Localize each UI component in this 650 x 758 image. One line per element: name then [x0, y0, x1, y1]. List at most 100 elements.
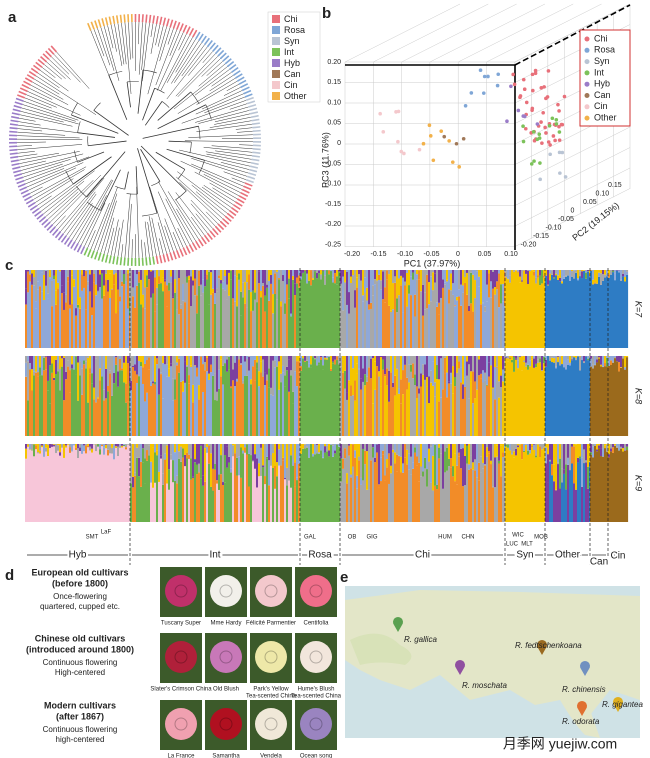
structure-bar	[240, 291, 243, 316]
group-title: Chinese old cultivars	[35, 633, 126, 643]
structure-bar	[402, 394, 405, 436]
group-trait: Continuous flowering	[43, 725, 118, 734]
tip-label	[13, 104, 22, 109]
tip-label	[12, 108, 21, 113]
structure-bar	[480, 304, 483, 348]
structure-bar	[527, 454, 530, 522]
structure-bar	[306, 446, 309, 448]
tip-label	[141, 14, 144, 23]
structure-bar	[575, 356, 578, 358]
structure-bar	[492, 487, 495, 522]
pca-point	[553, 138, 557, 143]
structure-bar	[113, 445, 116, 460]
structure-bar	[138, 376, 141, 436]
structure-bar	[117, 270, 120, 290]
structure-bar	[356, 277, 359, 288]
structure-bar	[156, 304, 159, 348]
structure-bar	[500, 444, 503, 446]
structure-bar	[484, 270, 487, 307]
pca-point	[522, 114, 527, 119]
legend-swatch	[272, 15, 280, 23]
structure-bar	[258, 371, 261, 387]
structure-bar	[559, 458, 562, 489]
structure-bar	[555, 368, 558, 436]
structure-bar	[278, 361, 281, 390]
structure-bar	[113, 383, 116, 436]
structure-bar	[298, 444, 301, 449]
structure-bar	[320, 455, 323, 522]
structure-bar	[238, 365, 241, 436]
structure-bar	[392, 452, 395, 522]
structure-bar	[346, 356, 349, 393]
structure-bar	[198, 285, 201, 348]
tree-branch	[18, 117, 36, 122]
structure-bar	[67, 281, 70, 348]
legend-swatch	[272, 37, 280, 45]
tree-branch	[147, 221, 154, 257]
structure-bar	[184, 302, 187, 348]
structure-bar	[204, 276, 207, 287]
structure-bar	[338, 444, 341, 447]
structure-bar	[228, 272, 231, 296]
structure-bar	[428, 448, 431, 462]
structure-bar	[69, 304, 72, 309]
structure-bar	[370, 358, 373, 379]
structure-bar	[374, 278, 377, 285]
tip-label	[52, 228, 59, 236]
structure-bar	[585, 356, 588, 436]
structure-bar	[63, 457, 66, 522]
structure-bar	[230, 444, 233, 469]
structure-bar	[103, 285, 106, 296]
structure-bar	[39, 367, 42, 376]
structure-bar	[549, 444, 552, 460]
structure-bar	[101, 444, 104, 447]
tree-branch	[196, 123, 252, 132]
structure-bar	[488, 273, 491, 298]
structure-bar	[519, 276, 522, 283]
structure-bar	[192, 444, 195, 477]
tip-label	[145, 14, 148, 23]
structure-bar	[418, 270, 421, 280]
structure-bar	[138, 282, 141, 348]
pca-point	[554, 117, 559, 122]
tip-label	[15, 97, 24, 102]
structure-bar	[154, 311, 157, 348]
structure-bar	[302, 356, 305, 358]
tip-label	[119, 257, 123, 266]
structure-bar	[282, 270, 285, 276]
structure-bar	[174, 279, 177, 293]
tip-label	[148, 14, 152, 23]
tree-arc	[93, 102, 101, 111]
structure-bar	[616, 361, 619, 436]
structure-bar	[148, 356, 151, 358]
structure-bar	[468, 464, 471, 470]
tree-branch	[44, 64, 63, 80]
structure-bar	[61, 447, 64, 522]
structure-bar	[174, 379, 177, 400]
group-trait: High-centered	[55, 668, 105, 677]
structure-bar	[53, 275, 56, 279]
structure-bar	[47, 390, 50, 436]
structure-bar	[152, 444, 155, 448]
structure-bar	[166, 364, 169, 377]
tree-branch	[51, 56, 70, 75]
structure-bar	[210, 486, 213, 522]
structure-bar	[290, 370, 293, 376]
structure-bar	[575, 444, 578, 445]
tree-arc	[71, 102, 78, 116]
structure-bar	[486, 284, 489, 302]
pca-point	[538, 177, 542, 182]
structure-bar	[484, 306, 487, 312]
structure-bar	[296, 277, 299, 284]
structure-bar	[125, 281, 128, 348]
structure-bar	[194, 295, 197, 348]
structure-bar	[358, 270, 361, 275]
structure-bar	[43, 274, 46, 300]
structure-bar	[596, 356, 599, 360]
structure-bar	[410, 474, 413, 522]
structure-bar	[523, 361, 526, 436]
structure-bar	[454, 356, 457, 377]
structure-bar	[322, 356, 325, 366]
structure-bar	[502, 452, 505, 458]
structure-bar	[89, 270, 92, 275]
